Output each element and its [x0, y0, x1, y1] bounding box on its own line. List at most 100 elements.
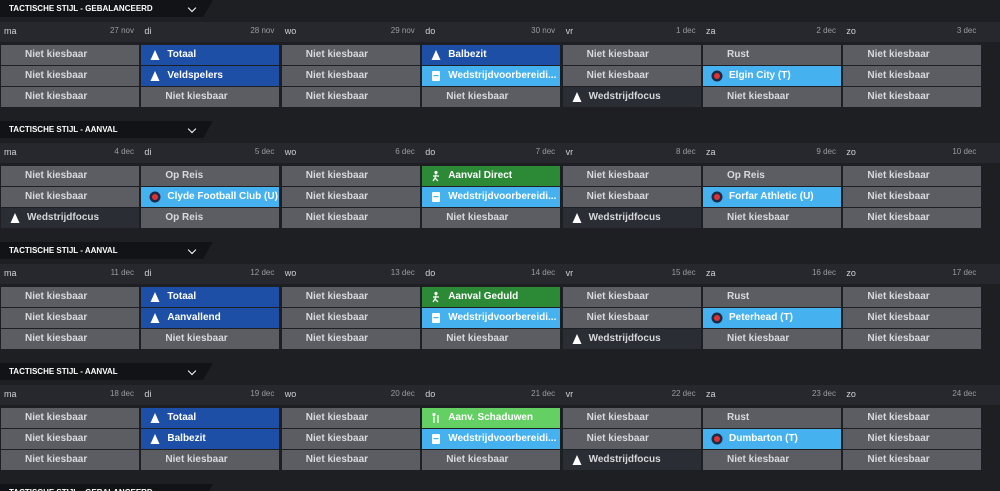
schedule-cell[interactable]: Niet kiesbaar [281, 187, 420, 207]
schedule-cell[interactable]: Niet kiesbaar [562, 45, 701, 65]
schedule-cell[interactable]: Niet kiesbaar [281, 45, 420, 65]
schedule-cell[interactable]: Forfar Athletic (U) [703, 187, 841, 207]
schedule-cell[interactable]: Niet kiesbaar [843, 287, 982, 307]
schedule-cell[interactable]: Op Reis [141, 208, 280, 228]
cell-text: Wedstrijdfocus [27, 212, 100, 223]
schedule-cell[interactable]: Rust [703, 408, 841, 428]
schedule-cell[interactable]: Niet kiesbaar [281, 429, 420, 449]
cell-text: Rust [727, 412, 750, 423]
cell-text: Op Reis [727, 170, 765, 181]
schedule-cell[interactable]: Niet kiesbaar [422, 208, 561, 228]
day-name: vr [565, 268, 574, 278]
schedule-cell[interactable]: Niet kiesbaar [562, 408, 701, 428]
schedule-cell[interactable]: Niet kiesbaar [843, 45, 982, 65]
schedule-cell[interactable]: Niet kiesbaar [843, 208, 982, 228]
schedule-cell[interactable]: Clyde Football Club (U) [141, 187, 280, 207]
section-header[interactable]: TACTISCHE STIJL - AANVAL [0, 121, 213, 138]
schedule-cell[interactable]: Niet kiesbaar [843, 329, 982, 349]
schedule-cell[interactable]: Niet kiesbaar [281, 287, 420, 307]
schedule-cell[interactable]: Niet kiesbaar [843, 87, 982, 107]
schedule-cell[interactable]: Niet kiesbaar [703, 450, 841, 470]
schedule-cell[interactable]: Aanval Direct [422, 166, 561, 186]
cell-text: Niet kiesbaar [867, 454, 930, 465]
schedule-cell[interactable]: Niet kiesbaar [562, 287, 701, 307]
schedule-cell[interactable]: Aanv. Schaduwen [422, 408, 561, 428]
schedule-cell[interactable]: Balbezit [141, 429, 280, 449]
schedule-cell[interactable]: Niet kiesbaar [1, 287, 139, 307]
schedule-cell[interactable]: Niet kiesbaar [703, 208, 841, 228]
schedule-cell[interactable]: Niet kiesbaar [843, 429, 982, 449]
icon-shape [150, 71, 160, 81]
day-date: 4 dec [114, 147, 134, 156]
schedule-cell[interactable]: Wedstrijdvoorbereidi... [422, 187, 561, 207]
schedule-cell[interactable]: Wedstrijdfocus [562, 208, 701, 228]
schedule-cell[interactable]: Niet kiesbaar [1, 187, 139, 207]
schedule-cell[interactable]: Op Reis [141, 166, 280, 186]
schedule-cell[interactable]: Niet kiesbaar [1, 166, 139, 186]
schedule-cell[interactable]: Niet kiesbaar [843, 187, 982, 207]
icon-shape [150, 434, 160, 444]
section-header[interactable]: TACTISCHE STIJL - GEBALANCEERD [0, 0, 213, 17]
schedule-cell[interactable]: Niet kiesbaar [1, 308, 139, 328]
schedule-cell[interactable]: Niet kiesbaar [141, 450, 280, 470]
schedule-cell[interactable]: Niet kiesbaar [1, 429, 139, 449]
schedule-cell[interactable]: Niet kiesbaar [562, 308, 701, 328]
schedule-cell[interactable]: Wedstrijdvoorbereidi... [422, 429, 561, 449]
schedule-cell[interactable]: Niet kiesbaar [422, 87, 561, 107]
schedule-cell[interactable]: Rust [703, 45, 841, 65]
schedule-cell[interactable]: Niet kiesbaar [1, 329, 139, 349]
schedule-cell[interactable]: Niet kiesbaar [843, 166, 982, 186]
schedule-cell[interactable]: Veldspelers [141, 66, 280, 86]
schedule-cell[interactable]: Niet kiesbaar [562, 166, 701, 186]
schedule-cell[interactable]: Niet kiesbaar [843, 408, 982, 428]
schedule-cell[interactable]: Niet kiesbaar [281, 308, 420, 328]
schedule-cell[interactable]: Niet kiesbaar [703, 87, 841, 107]
schedule-cell[interactable]: Aanvallend [141, 308, 280, 328]
schedule-cell[interactable]: Niet kiesbaar [1, 450, 139, 470]
schedule-cell[interactable]: Niet kiesbaar [281, 329, 420, 349]
schedule-cell[interactable]: Wedstrijdfocus [562, 450, 701, 470]
schedule-cell[interactable]: Niet kiesbaar [422, 329, 561, 349]
schedule-cell[interactable]: Niet kiesbaar [843, 308, 982, 328]
schedule-cell[interactable]: Niet kiesbaar [562, 429, 701, 449]
schedule-cell[interactable]: Niet kiesbaar [281, 408, 420, 428]
section-header[interactable]: TACTISCHE STIJL - GEBALANCEERD [0, 484, 213, 491]
schedule-cell[interactable]: Niet kiesbaar [281, 87, 420, 107]
schedule-cell[interactable]: Niet kiesbaar [562, 66, 701, 86]
schedule-cell[interactable]: Niet kiesbaar [843, 66, 982, 86]
schedule-cell[interactable]: Totaal [141, 45, 280, 65]
schedule-cell[interactable]: Niet kiesbaar [141, 87, 280, 107]
schedule-cell[interactable]: Niet kiesbaar [562, 187, 701, 207]
schedule-cell[interactable]: Niet kiesbaar [422, 450, 561, 470]
cell-text: Niet kiesbaar [867, 212, 930, 223]
section-header[interactable]: TACTISCHE STIJL - AANVAL [0, 242, 213, 259]
schedule-cell[interactable]: Niet kiesbaar [281, 166, 420, 186]
schedule-cell[interactable]: Op Reis [703, 166, 841, 186]
schedule-cell[interactable]: Wedstrijdfocus [1, 208, 139, 228]
schedule-cell[interactable]: Niet kiesbaar [703, 329, 841, 349]
icon-shape [432, 295, 440, 303]
schedule-cell[interactable]: Wedstrijdvoorbereidi... [422, 66, 561, 86]
schedule-cell[interactable]: Wedstrijdfocus [562, 87, 701, 107]
schedule-cell[interactable]: Niet kiesbaar [1, 87, 139, 107]
schedule-cell[interactable]: Dumbarton (T) [703, 429, 841, 449]
schedule-cell[interactable]: Rust [703, 287, 841, 307]
schedule-cell[interactable]: Niet kiesbaar [281, 208, 420, 228]
schedule-cell[interactable]: Totaal [141, 287, 280, 307]
schedule-cell[interactable]: Niet kiesbaar [843, 450, 982, 470]
schedule-cell[interactable]: Balbezit [422, 45, 561, 65]
schedule-cell[interactable]: Niet kiesbaar [1, 45, 139, 65]
schedule-cell[interactable]: Peterhead (T) [703, 308, 841, 328]
schedule-cell[interactable]: Niet kiesbaar [1, 66, 139, 86]
schedule-cell[interactable]: Niet kiesbaar [141, 329, 280, 349]
schedule-cell[interactable]: Niet kiesbaar [281, 450, 420, 470]
section-header[interactable]: TACTISCHE STIJL - AANVAL [0, 363, 213, 380]
schedule-cell[interactable]: Wedstrijdfocus [562, 329, 701, 349]
schedule-cell[interactable]: Elgin City (T) [703, 66, 841, 86]
schedule-cell[interactable]: Niet kiesbaar [281, 66, 420, 86]
cell-text: Niet kiesbaar [165, 91, 228, 102]
schedule-cell[interactable]: Niet kiesbaar [1, 408, 139, 428]
schedule-cell[interactable]: Aanval Geduld [422, 287, 561, 307]
schedule-cell[interactable]: Wedstrijdvoorbereidi... [422, 308, 561, 328]
schedule-cell[interactable]: Totaal [141, 408, 280, 428]
